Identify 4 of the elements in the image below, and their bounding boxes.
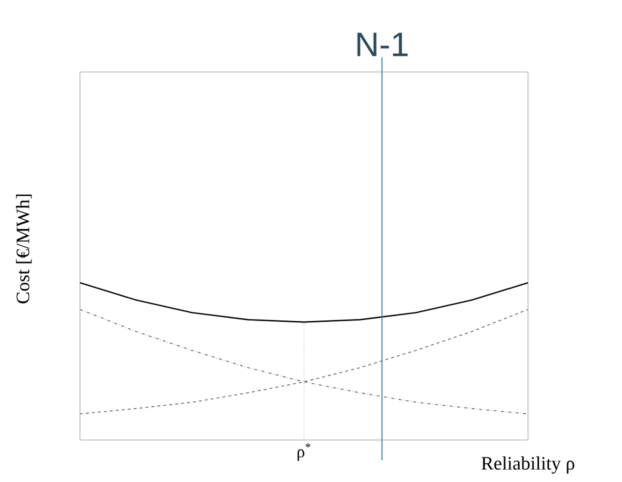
text: ρ$^{*}$	[298, 443, 310, 461]
x-axis-title: Reliability ρ	[481, 456, 574, 474]
text: N-1	[357, 32, 408, 56]
y-axis-title: Cost [€/MWh]	[16, 194, 32, 304]
